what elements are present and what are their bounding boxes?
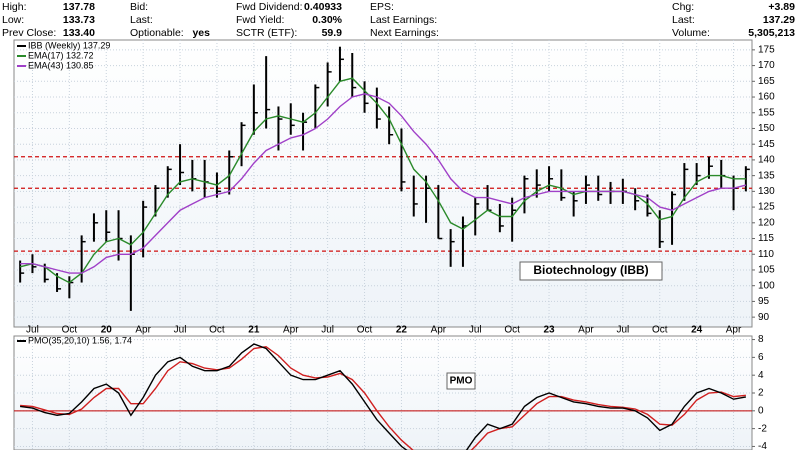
quote-value: 0.40933 [304, 1, 342, 13]
y-tick-label: 6 [758, 352, 764, 363]
legend-label: EMA(17) 132.72 [28, 50, 94, 60]
quote-label: Optionable: [130, 27, 184, 39]
quote-label: Prev Close: [2, 27, 56, 39]
annotation-text: Biotechnology (IBB) [533, 263, 648, 277]
quote-value: 133.40 [63, 27, 95, 39]
quote-label: Next Earnings: [370, 27, 439, 39]
y-tick-label: 135 [758, 170, 775, 181]
x-tick-label: Apr [283, 325, 299, 336]
quote-label: Volume: [672, 27, 710, 39]
quote-label: SCTR (ETF): [236, 27, 297, 39]
quote-value: 0.30% [312, 14, 342, 26]
y-tick-label: 90 [758, 312, 770, 323]
x-tick-label: Jul [469, 325, 482, 336]
y-tick-label: -2 [758, 423, 767, 434]
quote-value: +3.89 [768, 1, 795, 13]
quote-label: High: [2, 1, 27, 13]
y-tick-label: 140 [758, 155, 775, 166]
y-tick-label: 175 [758, 45, 775, 56]
quote-label: Last: [672, 14, 695, 26]
quote-value: 137.78 [63, 1, 95, 13]
y-tick-label: 115 [758, 233, 774, 244]
x-tick-label: Apr [135, 325, 151, 336]
x-tick-label: Oct [504, 325, 520, 336]
x-tick-label: 21 [248, 325, 260, 336]
x-tick-label: Oct [62, 325, 78, 336]
quote-value: 5,305,213 [748, 27, 795, 39]
legend-label: IBB (Weekly) 137.29 [28, 40, 110, 50]
quote-value: 59.9 [322, 27, 343, 39]
quote-label: EPS: [370, 1, 394, 13]
price-plot [14, 40, 752, 327]
x-tick-label: Jul [616, 325, 629, 336]
x-tick-label: Jul [26, 325, 39, 336]
y-tick-label: 125 [758, 202, 775, 213]
x-tick-label: 20 [101, 325, 113, 336]
y-tick-label: -4 [758, 441, 767, 450]
quote-value: 133.73 [63, 14, 95, 26]
x-tick-label: Apr [431, 325, 447, 336]
y-tick-label: 8 [758, 334, 764, 345]
annotation: Biotechnology (IBB) [519, 261, 663, 281]
y-tick-label: 95 [758, 296, 770, 307]
pmo-line [20, 345, 746, 450]
y-tick-label: 4 [758, 370, 764, 381]
y-tick-label: 165 [758, 76, 775, 87]
quote-label: Fwd Dividend: [236, 1, 303, 13]
annotation-box [519, 261, 663, 281]
annotation-box [446, 372, 476, 390]
axes: Jul Oct 20 Apr Jul Oct 21 Apr Jul Oct 22 Apr Jul Oct 2… [17, 40, 775, 450]
y-tick-label: 120 [758, 217, 775, 228]
quote-label: Last Earnings: [370, 14, 437, 26]
x-tick-label: Oct [357, 325, 373, 336]
legend-label: EMA(43) 130.85 [28, 60, 94, 70]
x-tick-label: Jul [321, 325, 334, 336]
x-tick-label: Oct [652, 325, 668, 336]
x-tick-label: Jul [174, 325, 187, 336]
y-tick-label: 0 [758, 405, 764, 416]
y-tick-label: 130 [758, 186, 775, 197]
ema-line [20, 93, 747, 274]
y-tick-label: 100 [758, 280, 775, 291]
quote-label: Low: [2, 14, 24, 26]
quote-value: 137.29 [763, 14, 795, 26]
y-tick-label: 110 [758, 249, 774, 260]
header-bg [0, 0, 800, 40]
quote-header: High: 137.78 Low: 133.73 Prev Close: 133.40 Bi… [2, 1, 795, 39]
legend-label: PMO(35,20,10) 1.56, 1.74 [28, 335, 132, 345]
pmo-line [20, 343, 747, 450]
y-tick-label: 160 [758, 92, 775, 103]
x-tick-label: 24 [691, 325, 703, 336]
y-tick-label: 145 [758, 139, 775, 150]
x-tick-label: 22 [396, 325, 408, 336]
quote-label: Fwd Yield: [236, 14, 284, 26]
y-tick-label: 155 [758, 107, 775, 118]
price-panel [13, 39, 753, 328]
quote-value: yes [192, 27, 210, 39]
pmo-plot [14, 336, 752, 450]
quote-label: Last: [130, 14, 153, 26]
annotation-text: PMO [450, 376, 473, 387]
x-tick-label: Oct [209, 325, 225, 336]
x-tick-label: 23 [543, 325, 555, 336]
y-tick-label: 150 [758, 123, 775, 134]
x-tick-label: Apr [726, 325, 742, 336]
y-tick-label: 170 [758, 60, 775, 71]
y-tick-label: 105 [758, 265, 775, 276]
x-tick-label: Apr [578, 325, 594, 336]
y-tick-label: 2 [758, 388, 764, 399]
quote-label: Bid: [130, 1, 148, 13]
quote-label: Chg: [672, 1, 694, 13]
